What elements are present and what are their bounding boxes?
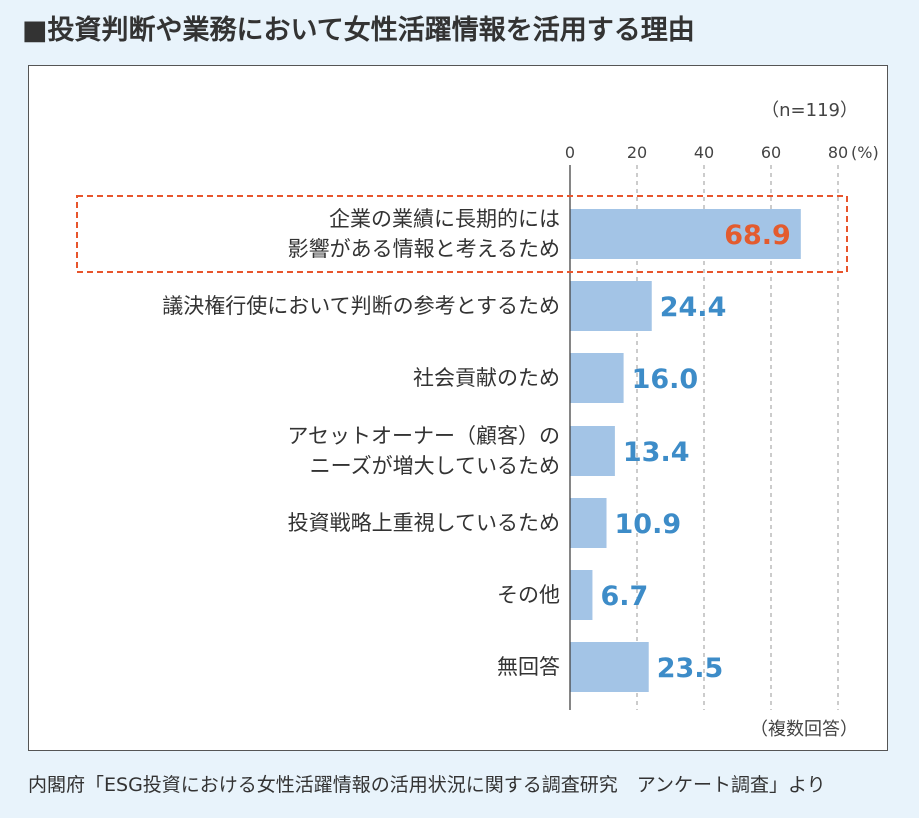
tick-label: 60 bbox=[761, 143, 781, 162]
bar bbox=[570, 498, 607, 548]
bar bbox=[570, 642, 649, 692]
bar bbox=[570, 281, 652, 331]
category-label: 投資戦略上重視しているため bbox=[288, 511, 560, 535]
sample-size-note: （n=119） bbox=[761, 100, 858, 121]
unit-label: (%) bbox=[851, 143, 879, 162]
category-label: アセットオーナー（顧客）の bbox=[287, 424, 560, 448]
bar bbox=[570, 209, 801, 259]
bar bbox=[570, 570, 593, 620]
tick-label: 40 bbox=[694, 143, 714, 162]
value-label: 6.7 bbox=[600, 581, 648, 612]
category-label: 議決権行使において判断の参考とするため bbox=[162, 294, 560, 318]
chart-title: ■投資判断や業務において女性活躍情報を活用する理由 bbox=[22, 15, 695, 46]
category-label: 企業の業績に長期的には bbox=[329, 207, 560, 231]
value-label: 13.4 bbox=[623, 437, 690, 468]
value-label: 68.9 bbox=[724, 220, 791, 251]
value-label: 10.9 bbox=[615, 509, 682, 540]
category-label: 無回答 bbox=[497, 655, 560, 679]
category-label: 社会貢献のため bbox=[413, 366, 560, 390]
tick-label: 0 bbox=[565, 143, 575, 162]
value-label: 24.4 bbox=[660, 292, 727, 323]
highlight-box bbox=[76, 195, 848, 273]
tick-label: 80 bbox=[828, 143, 848, 162]
source-note: 内閣府「ESG投資における女性活躍情報の活用状況に関する調査研究 アンケート調査… bbox=[28, 774, 826, 796]
multiple-answer-note: （複数回答） bbox=[750, 719, 858, 740]
value-label: 16.0 bbox=[632, 364, 699, 395]
category-label: ニーズが増大しているため bbox=[310, 454, 560, 478]
value-label: 23.5 bbox=[657, 653, 724, 684]
category-label: その他 bbox=[497, 583, 560, 607]
bar bbox=[570, 426, 615, 476]
category-label: 影響がある情報と考えるため bbox=[288, 237, 560, 261]
chart-panel bbox=[28, 65, 888, 751]
bar bbox=[570, 353, 624, 403]
tick-label: 20 bbox=[627, 143, 647, 162]
